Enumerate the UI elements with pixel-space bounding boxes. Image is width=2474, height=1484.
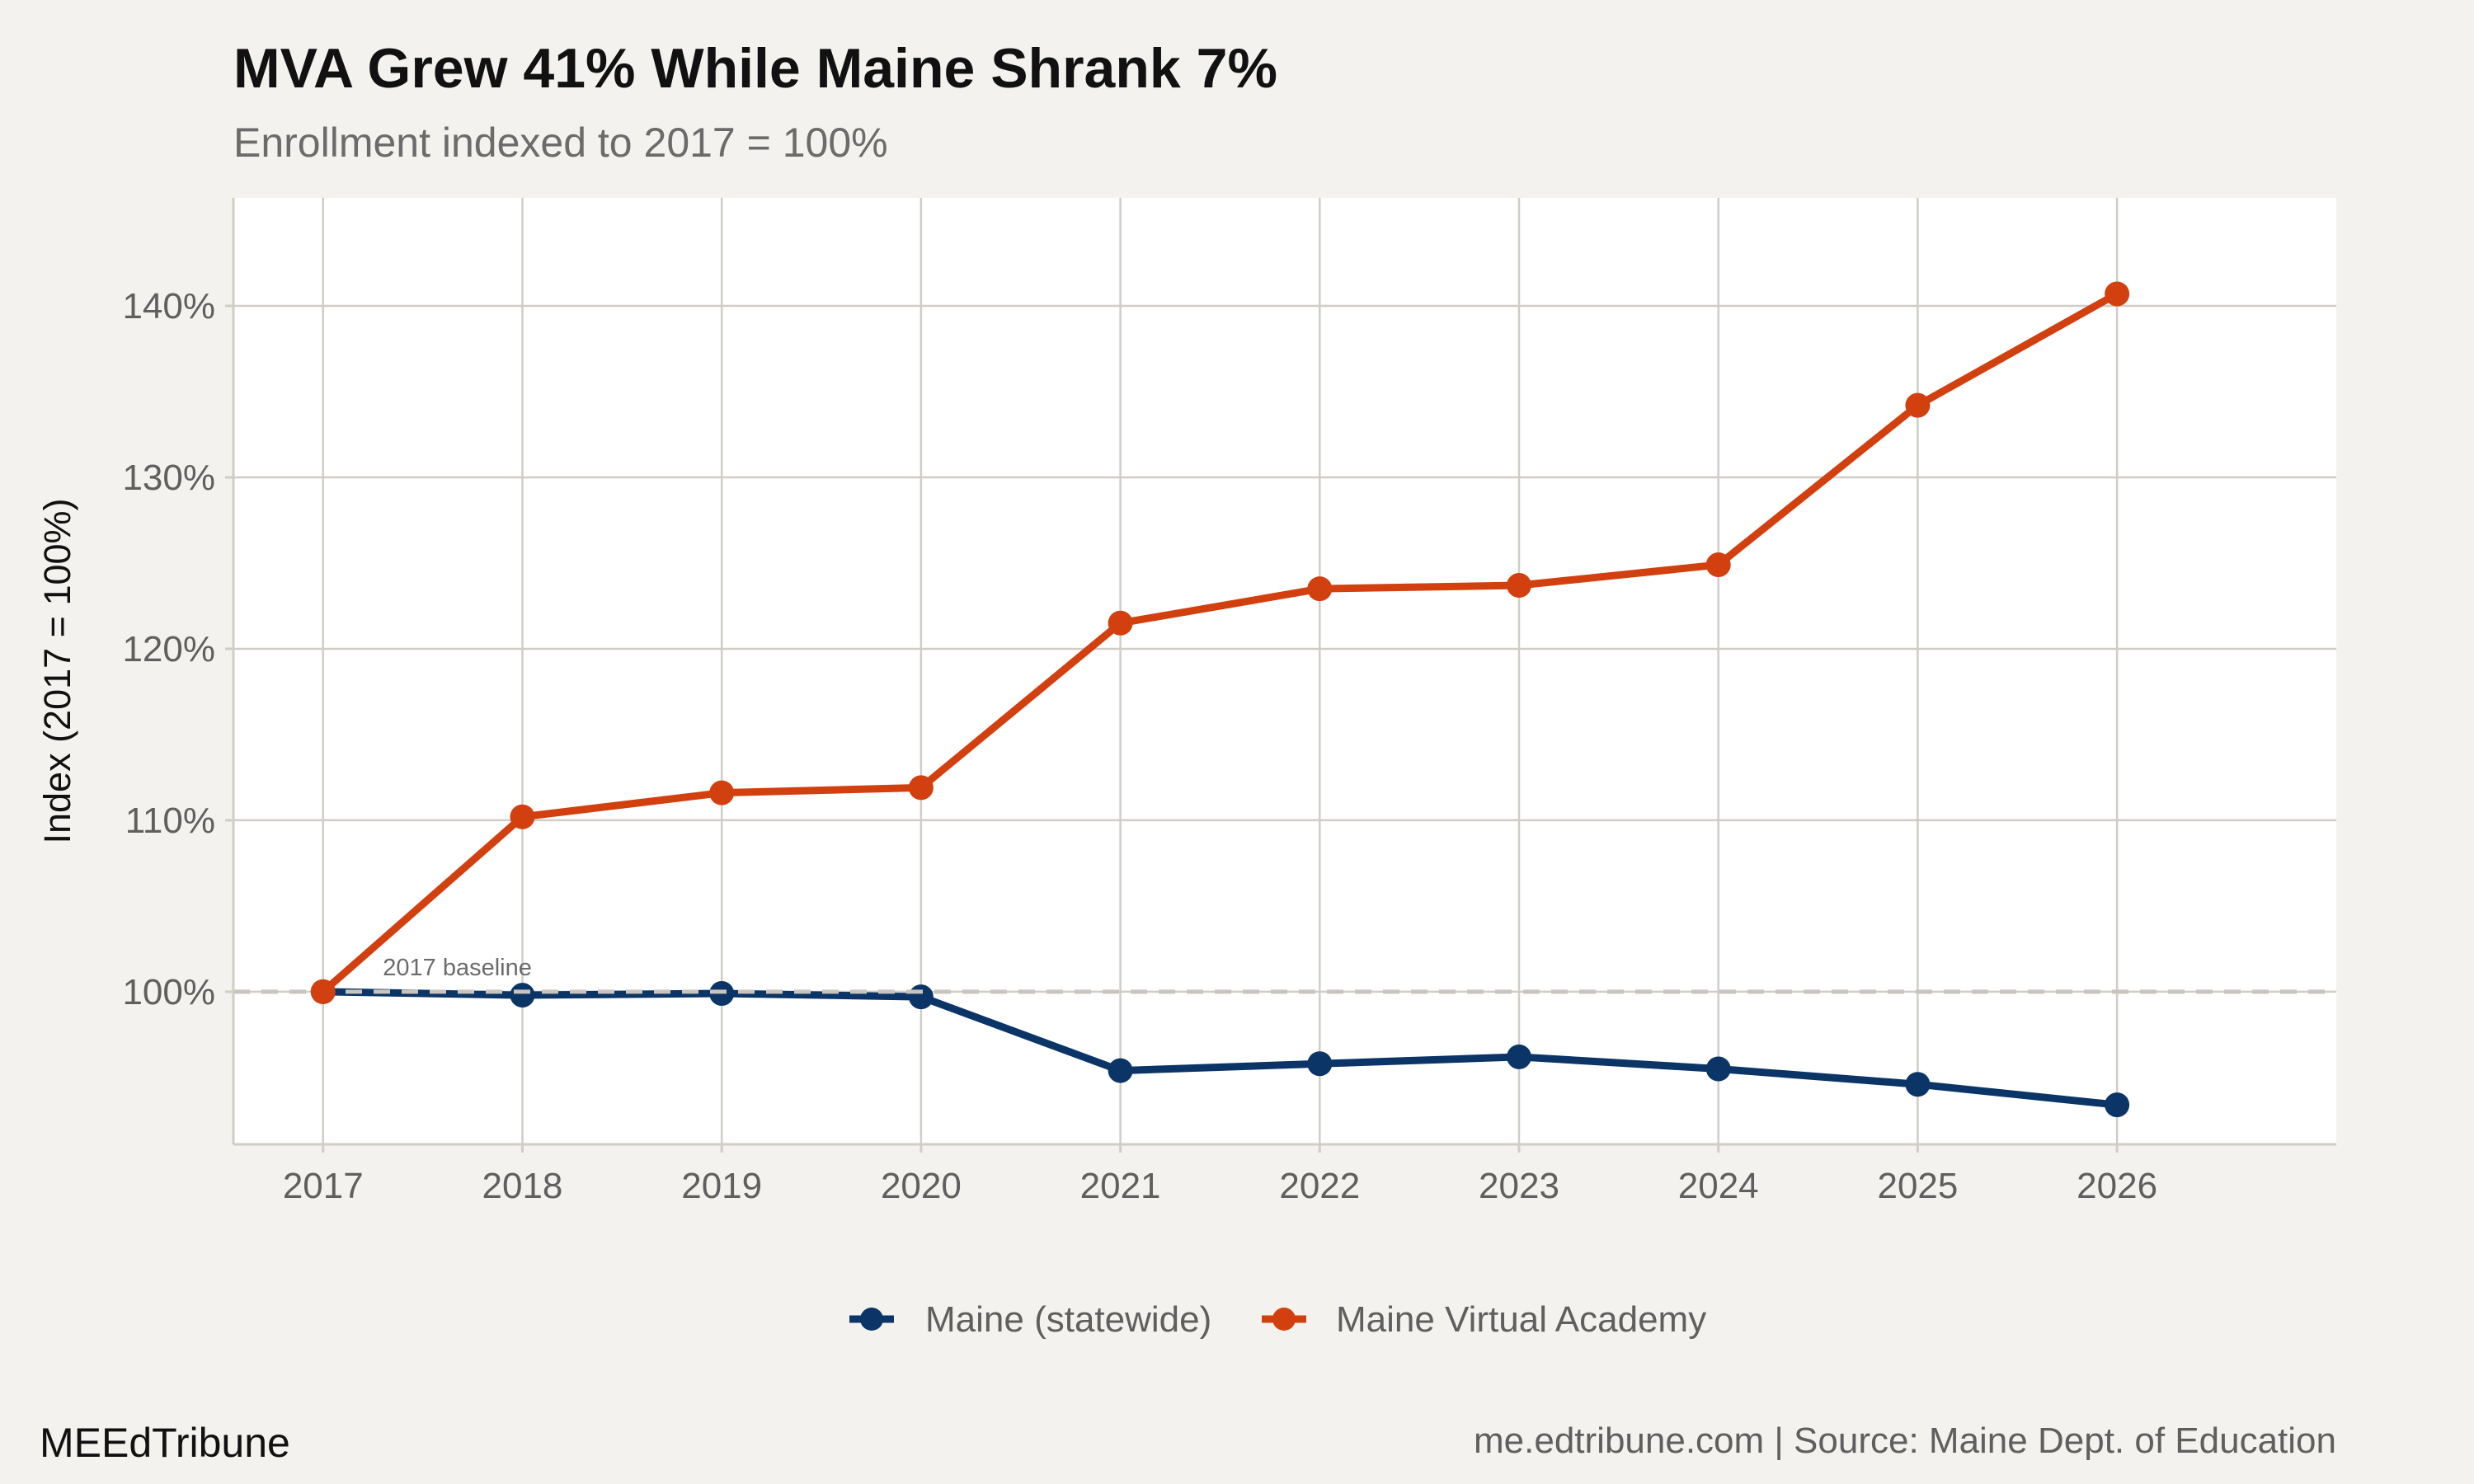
x-tick-label: 2019 — [681, 1166, 762, 1206]
axes: 100% 110% 120% 130% 140% 2017 2018 2019 2020 2021… — [122, 198, 2336, 1206]
data-point-mva — [1507, 573, 1532, 599]
data-point-mva — [1705, 552, 1731, 578]
x-tick-label: 2022 — [1279, 1166, 1360, 1206]
chart-title: MVA Grew 41% While Maine Shrank 7% — [233, 37, 1277, 100]
x-tick-label: 2020 — [881, 1166, 962, 1206]
data-point-mva — [1905, 392, 1931, 418]
x-tick-label: 2025 — [1877, 1166, 1958, 1206]
data-point-mva — [510, 804, 535, 829]
y-tick-label: 130% — [122, 458, 215, 498]
data-point-maine — [1507, 1044, 1532, 1069]
legend: Maine (statewide) Maine Virtual Academy — [849, 1299, 1706, 1340]
brand-label: MEEdTribune — [40, 1420, 290, 1466]
data-point-mva — [1108, 610, 1133, 636]
legend-label-maine: Maine (statewide) — [925, 1299, 1211, 1340]
x-tick-label: 2024 — [1678, 1166, 1759, 1206]
plot-panel — [233, 198, 2336, 1144]
data-point-mva — [310, 979, 336, 1004]
x-tick-label: 2023 — [1479, 1166, 1559, 1206]
legend-label-mva: Maine Virtual Academy — [1336, 1299, 1706, 1340]
series-line-maine — [319, 988, 2121, 1109]
y-tick-label: 100% — [122, 972, 215, 1012]
y-tick-label: 140% — [122, 286, 215, 326]
data-point-maine — [1307, 1051, 1333, 1077]
chart-subtitle: Enrollment indexed to 2017 = 100% — [233, 120, 888, 166]
x-tick-label: 2026 — [2077, 1166, 2157, 1206]
data-point-maine — [1705, 1056, 1731, 1082]
y-tick-label: 120% — [122, 629, 215, 669]
data-point-mva — [2105, 281, 2130, 307]
data-point-maine — [908, 984, 934, 1010]
data-point-maine — [510, 983, 535, 1008]
source-credit: me.edtribune.com | Source: Maine Dept. o… — [1474, 1421, 2336, 1461]
x-tick-label: 2017 — [283, 1166, 364, 1206]
data-point-mva — [709, 780, 735, 805]
data-point-maine — [1108, 1058, 1133, 1083]
legend-item-maine: Maine (statewide) — [849, 1299, 1211, 1340]
series-mva — [310, 281, 2130, 1004]
legend-marker-maine — [860, 1308, 883, 1331]
data-point-mva — [1307, 576, 1333, 602]
y-tick-label: 110% — [125, 801, 215, 841]
series-line-mva — [319, 289, 2121, 996]
data-point-maine — [2105, 1092, 2130, 1118]
baseline-annotation: 2017 baseline — [383, 955, 532, 981]
legend-marker-mva — [1272, 1308, 1296, 1331]
data-point-mva — [908, 775, 934, 801]
x-tick-label: 2021 — [1080, 1166, 1161, 1206]
legend-item-mva: Maine Virtual Academy — [1262, 1299, 1706, 1340]
y-axis-title: Index (2017 = 100%) — [36, 498, 78, 843]
baseline-reference: 2017 baseline — [233, 955, 2336, 994]
data-point-maine — [1905, 1072, 1931, 1097]
x-tick-label: 2018 — [482, 1166, 563, 1206]
